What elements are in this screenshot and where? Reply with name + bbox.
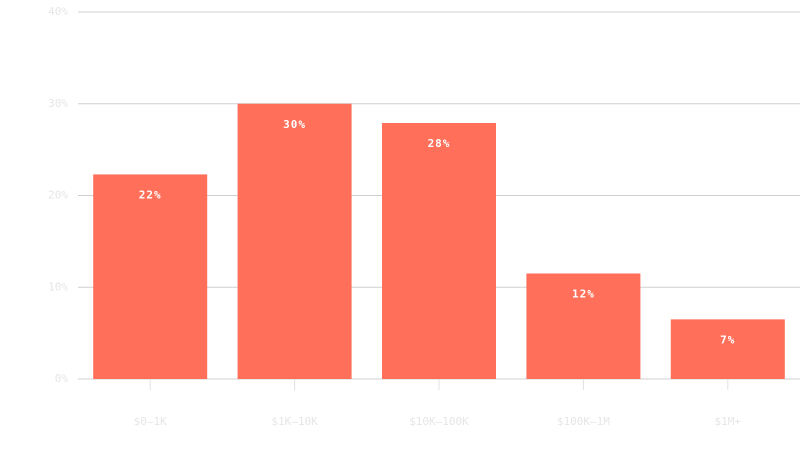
value-label: 22%	[139, 188, 162, 201]
y-tick-label: 0%	[55, 372, 69, 385]
value-label: 7%	[720, 333, 735, 346]
bar	[526, 273, 641, 379]
bar	[382, 123, 496, 379]
y-tick-label: 10%	[48, 280, 68, 293]
bar	[93, 174, 208, 379]
value-label: 12%	[572, 287, 595, 300]
bar	[237, 103, 352, 379]
x-tick-label: $1M+	[715, 415, 742, 428]
y-tick-label: 20%	[48, 189, 68, 202]
x-tick-label: $10K–100K	[409, 415, 469, 428]
value-label: 30%	[283, 118, 306, 131]
bar	[670, 319, 785, 379]
value-label: 28%	[428, 137, 451, 150]
x-tick-label: $100K–1M	[557, 415, 610, 428]
y-tick-label: 40%	[48, 5, 68, 18]
y-tick-label: 30%	[48, 97, 68, 110]
x-tick-label: $0–1K	[134, 415, 167, 428]
x-tick-label: $1K–10K	[271, 415, 318, 428]
